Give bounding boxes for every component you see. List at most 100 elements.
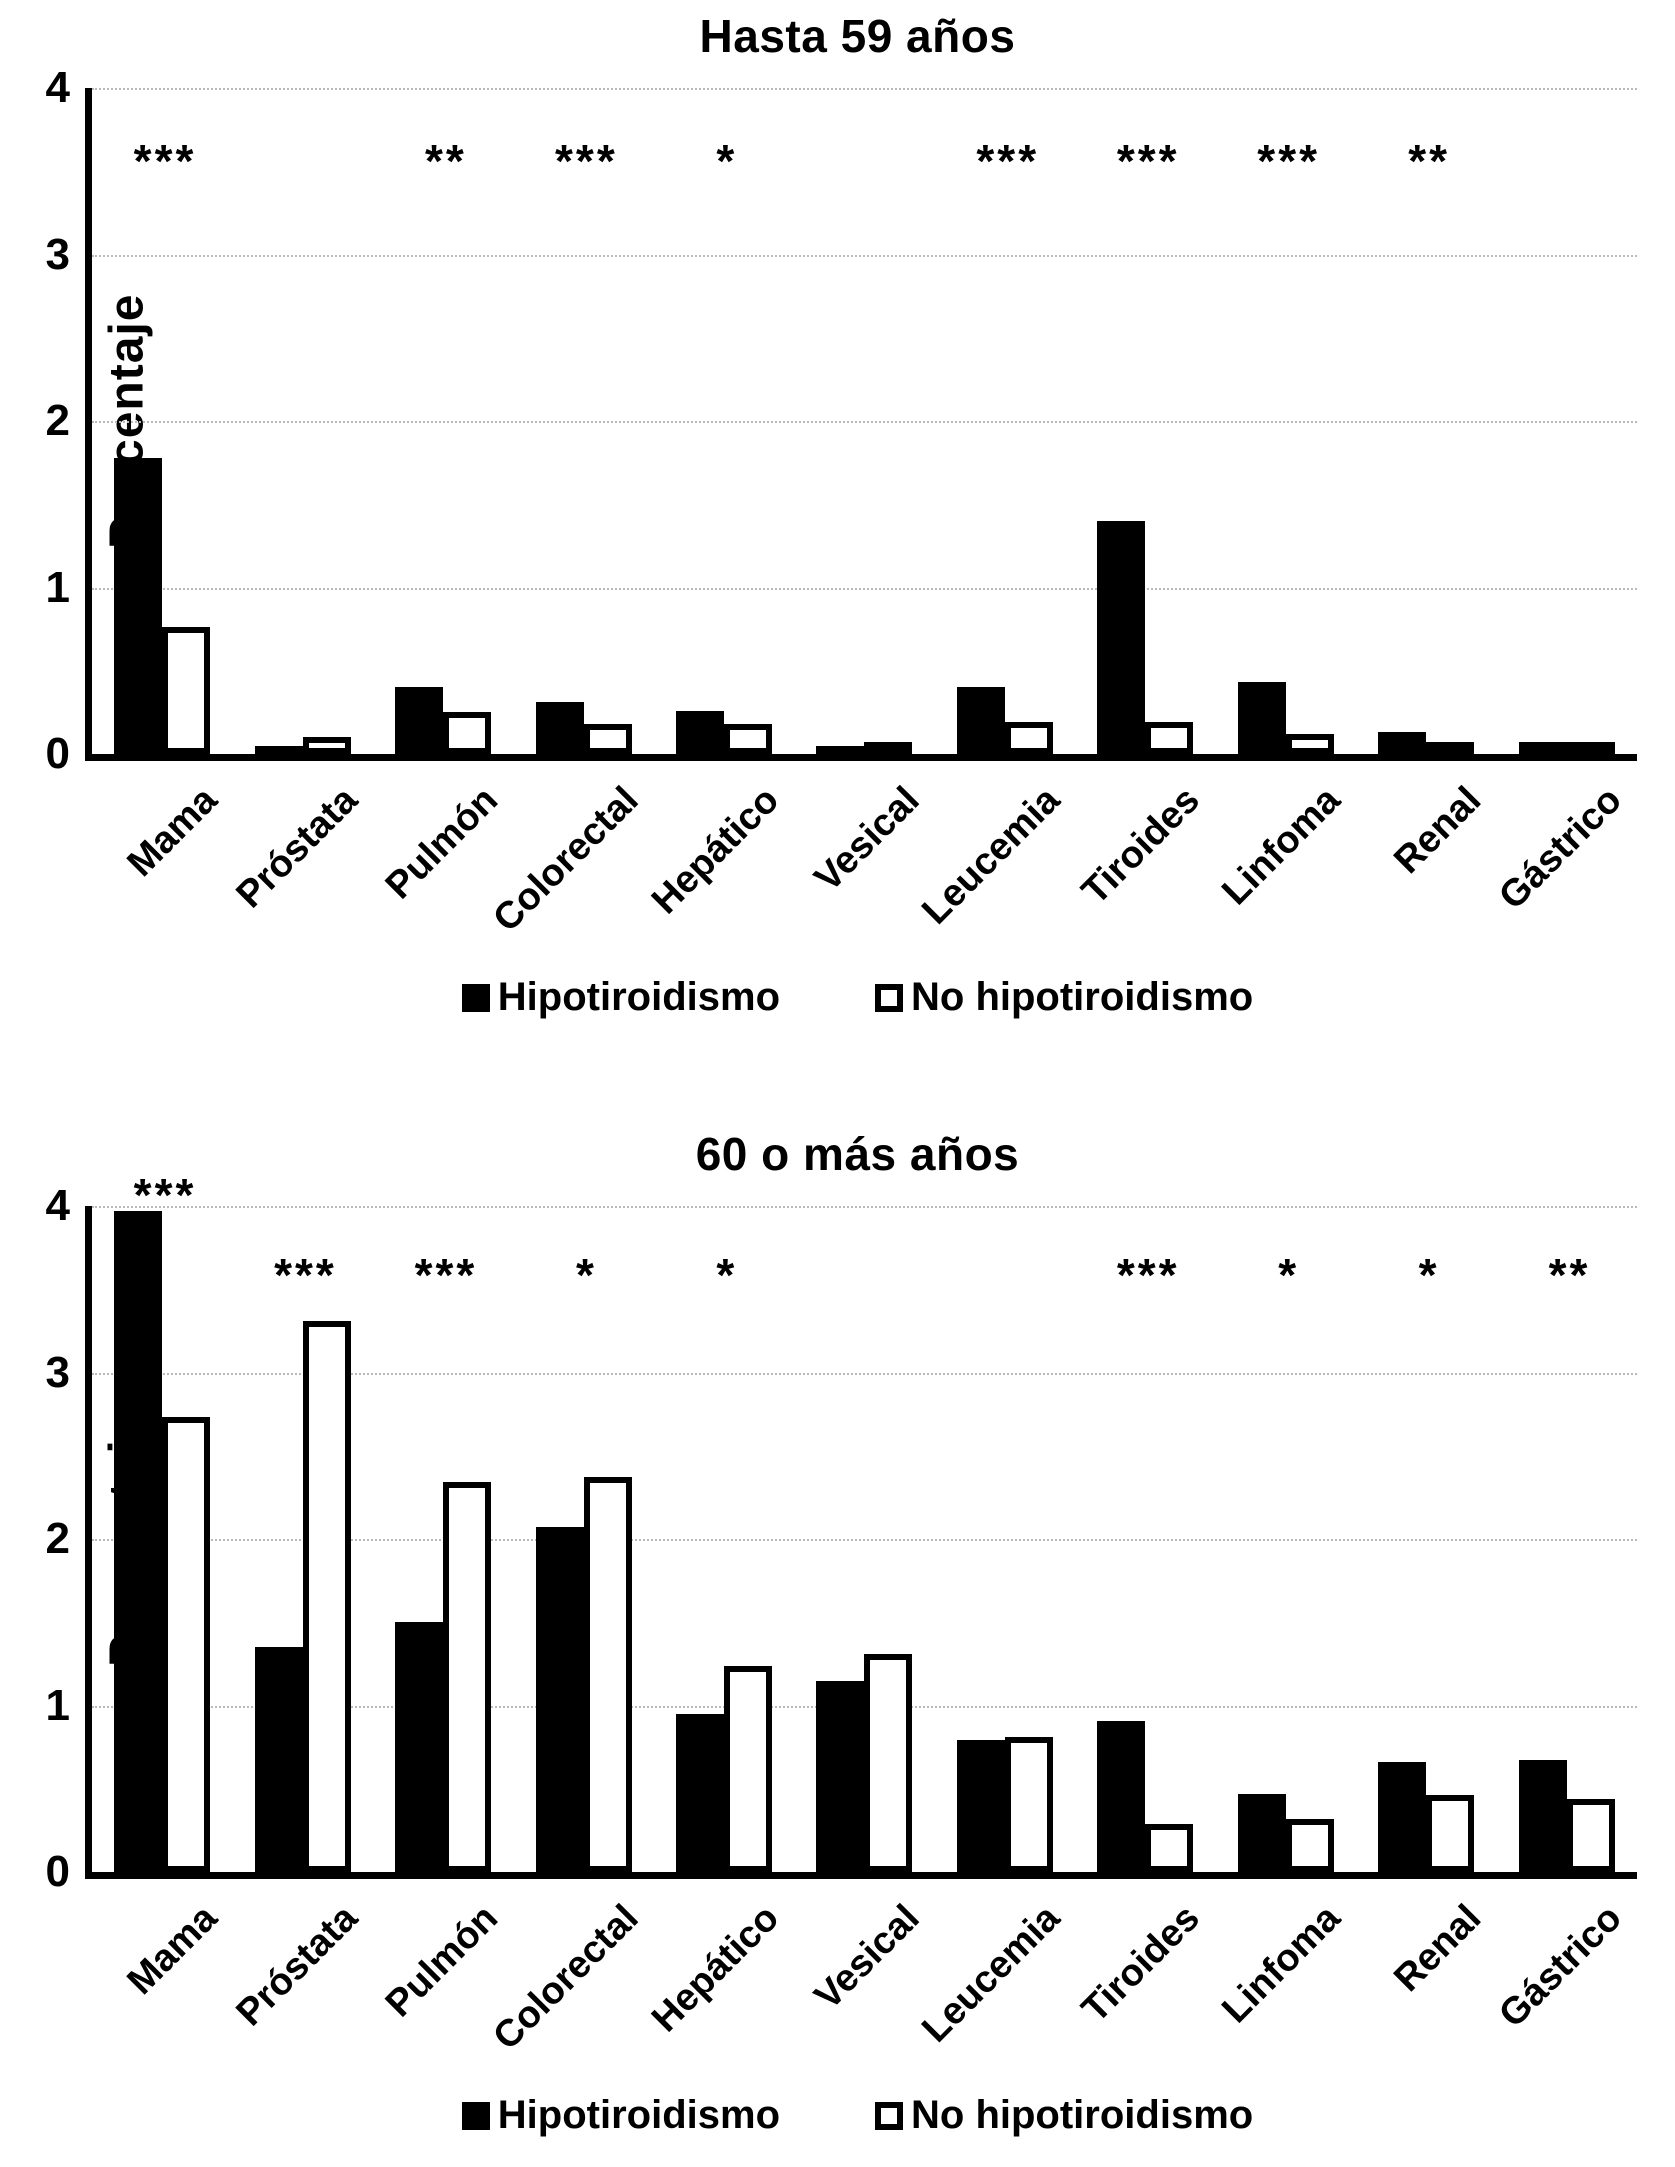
bar-group-próstata (232, 88, 372, 754)
gridline-y-4 (92, 1206, 1637, 1208)
bar-linfoma-hipotiroidismo (1237, 1793, 1286, 1872)
bar-próstata-hipotiroidismo (254, 1647, 303, 1872)
bar-pulmón-no-hipotiroidismo (443, 712, 492, 754)
legend-swatch-filled-icon (461, 983, 490, 1012)
legend-item-hipotiroidismo: Hipotiroidismo (461, 2093, 780, 2138)
x-axis-label-renal: Renal (1386, 1897, 1490, 2000)
gridline-y-2 (92, 421, 1637, 423)
bar-hepático-hipotiroidismo (676, 1713, 725, 1872)
x-axis-label-gástrico: Gástrico (1490, 779, 1630, 918)
chart-hasta-59-anos: Hasta 59 años Porcentaje 0 1 2 3 4 *** ** *** * *… (0, 6, 1675, 1020)
bar-group-hepático: * (654, 1206, 794, 1872)
bar-group-pulmón: *** (373, 1206, 513, 1872)
x-axis-label-próstata: Próstata (228, 779, 366, 917)
significance-mark-linfoma: * (1278, 1249, 1300, 1301)
gridline-y-4 (92, 88, 1637, 90)
legend-label-hipotiroidismo: Hipotiroidismo (497, 975, 781, 1019)
significance-mark-tiroides: *** (1116, 135, 1180, 187)
legend-item-no-hipotiroidismo: No hipotiroidismo (875, 2093, 1253, 2138)
bar-linfoma-no-hipotiroidismo (1285, 1818, 1334, 1872)
bar-group-próstata: *** (232, 1206, 372, 1872)
significance-mark-colorectal: * (575, 1249, 597, 1301)
significance-mark-gástrico: ** (1548, 1249, 1591, 1301)
y-tick-label-1: 1 (45, 1680, 70, 1730)
bar-group-tiroides: *** (1075, 1206, 1215, 1872)
x-axis-label-pulmón: Pulmón (377, 1897, 506, 2026)
bar-hepático-hipotiroidismo (676, 710, 725, 754)
bar-group-renal: ** (1356, 88, 1496, 754)
legend: Hipotiroidismo No hipotiroidismo (85, 2093, 1630, 2138)
bar-colorectal-no-hipotiroidismo (583, 1477, 632, 1872)
x-axis-labels: Mama Próstata Pulmón Colorectal Hepático Vesi… (85, 761, 1630, 959)
bar-pulmón-no-hipotiroidismo (443, 1482, 492, 1872)
bar-mama-hipotiroidismo (114, 457, 163, 754)
bar-pulmón-hipotiroidismo (395, 687, 444, 754)
bar-renal-no-hipotiroidismo (1426, 1795, 1475, 1872)
bar-group-linfoma: *** (1216, 88, 1356, 754)
significance-mark-pulmón: ** (425, 135, 467, 187)
bar-group-leucemia: *** (935, 88, 1075, 754)
bar-gástrico-no-hipotiroidismo (1566, 1798, 1615, 1872)
bar-próstata-no-hipotiroidismo (302, 1320, 351, 1872)
x-axis-label-pulmón: Pulmón (377, 779, 506, 908)
y-tick-label-3: 3 (45, 1347, 70, 1397)
x-axis-label-vesical: Vesical (806, 1897, 928, 2018)
bar-group-mama: *** (92, 88, 232, 754)
y-tick-label-4: 4 (45, 1181, 70, 1230)
bar-group-colorectal: * (513, 1206, 653, 1872)
bar-group-vesical (794, 88, 934, 754)
significance-mark-pulmón: *** (414, 1249, 478, 1301)
bar-leucemia-no-hipotiroidismo (1004, 1737, 1053, 1872)
x-axis-label-renal: Renal (1386, 779, 1490, 882)
gridline-y-2 (92, 1539, 1637, 1541)
bar-renal-hipotiroidismo (1378, 1762, 1427, 1872)
bar-próstata-no-hipotiroidismo (302, 737, 351, 754)
y-tick-label-2: 2 (45, 1514, 70, 1563)
bar-linfoma-no-hipotiroidismo (1285, 734, 1334, 754)
bar-group-linfoma: * (1216, 1206, 1356, 1872)
x-axis-label-linfoma: Linfoma (1214, 1897, 1349, 2032)
bar-gástrico-no-hipotiroidismo (1566, 742, 1615, 754)
legend-label-no-hipotiroidismo: No hipotiroidismo (911, 2093, 1254, 2137)
gridline-y-3 (92, 1372, 1637, 1375)
bar-renal-no-hipotiroidismo (1426, 742, 1475, 754)
bar-group-gástrico: ** (1497, 1206, 1637, 1872)
bar-mama-hipotiroidismo (114, 1211, 163, 1872)
significance-mark-hepático: * (716, 135, 738, 187)
bar-vesical-hipotiroidismo (816, 745, 865, 754)
x-axis-label-hepático: Hepático (643, 779, 787, 923)
significance-mark-mama: *** (133, 1169, 197, 1221)
bar-hepático-no-hipotiroidismo (724, 724, 773, 754)
significance-mark-próstata: *** (274, 1249, 337, 1301)
x-axis-label-colorectal: Colorectal (485, 779, 647, 941)
bar-próstata-hipotiroidismo (254, 745, 303, 754)
significance-mark-colorectal: *** (555, 135, 618, 187)
significance-mark-tiroides: *** (1116, 1249, 1180, 1301)
bar-group-leucemia (935, 1206, 1075, 1872)
plot-area: Porcentaje 0 1 2 3 4 *** ** *** * *** *** *** ** (46, 63, 1637, 778)
significance-mark-hepático: * (716, 1249, 738, 1301)
chart-60-o-mas-anos: 60 o más años Porcentaje 01234**********… (0, 1124, 1675, 2138)
bar-hepático-no-hipotiroidismo (724, 1665, 773, 1872)
legend-swatch-filled-icon (461, 2101, 490, 2130)
chart-title: Hasta 59 años (699, 10, 1016, 62)
y-tick-label-4: 4 (45, 63, 70, 112)
bar-tiroides-no-hipotiroidismo (1145, 722, 1194, 754)
legend-label-no-hipotiroidismo: No hipotiroidismo (911, 975, 1254, 1019)
x-axis-label-linfoma: Linfoma (1214, 779, 1349, 914)
bar-vesical-no-hipotiroidismo (864, 1653, 913, 1872)
bar-group-vesical (794, 1206, 934, 1872)
legend-swatch-hollow-icon (875, 983, 904, 1012)
bar-mama-no-hipotiroidismo (162, 627, 211, 754)
bar-leucemia-no-hipotiroidismo (1004, 722, 1053, 754)
bar-leucemia-hipotiroidismo (956, 687, 1005, 754)
y-tick-label-0: 0 (45, 1847, 70, 1896)
bar-colorectal-hipotiroidismo (535, 702, 584, 754)
bar-leucemia-hipotiroidismo (956, 1740, 1005, 1872)
bar-group-tiroides: *** (1075, 88, 1215, 754)
significance-mark-mama: *** (133, 135, 197, 187)
x-axis-label-hepático: Hepático (643, 1897, 787, 2041)
x-axis-labels: Mama Próstata Pulmón Colorectal Hepático Vesi… (85, 1879, 1630, 2077)
bar-group-mama: *** (92, 1172, 232, 1872)
